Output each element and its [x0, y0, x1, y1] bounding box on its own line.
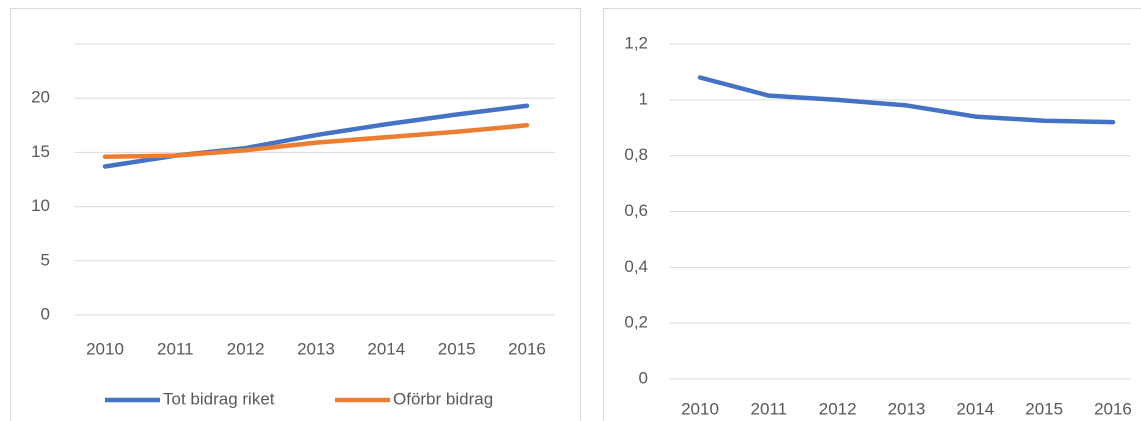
y-tick-label: 15: [31, 142, 50, 161]
x-tick-label: 2011: [157, 339, 194, 358]
y-tick-label: 5: [41, 250, 50, 269]
right-panel: [603, 8, 1141, 421]
x-tick-label: 2012: [819, 399, 857, 418]
x-tick-label: 2010: [681, 399, 719, 418]
y-tick-label: 1,2: [624, 33, 648, 52]
legend-label: Tot bidrag riket: [163, 389, 275, 408]
y-tick-label: 0: [41, 304, 50, 323]
x-tick-label: 2015: [1025, 399, 1063, 418]
y-tick-label: 0,4: [624, 257, 648, 276]
x-tick-label: 2016: [1094, 399, 1132, 418]
y-tick-label: 10: [31, 196, 50, 215]
x-tick-label: 2013: [888, 399, 926, 418]
y-tick-label: 20: [31, 88, 50, 107]
left-panel: [10, 8, 581, 421]
x-tick-label: 2012: [227, 339, 265, 358]
x-tick-label: 2014: [956, 399, 994, 418]
y-tick-label: 0: [639, 368, 648, 387]
y-tick-label: 0,2: [624, 313, 648, 332]
legend-label: Oförbr bidrag: [393, 389, 493, 408]
series-line: [697, 75, 1116, 125]
x-tick-label: 2014: [367, 339, 405, 358]
x-tick-label: 2011: [751, 399, 788, 418]
x-tick-label: 2016: [508, 339, 546, 358]
y-tick-label: 0,8: [624, 145, 648, 164]
y-tick-label: 0,6: [624, 201, 648, 220]
y-tick-label: 1: [639, 89, 648, 108]
x-tick-label: 2015: [438, 339, 476, 358]
series-line: [102, 123, 530, 159]
x-tick-label: 2013: [297, 339, 335, 358]
x-tick-label: 2010: [86, 339, 124, 358]
